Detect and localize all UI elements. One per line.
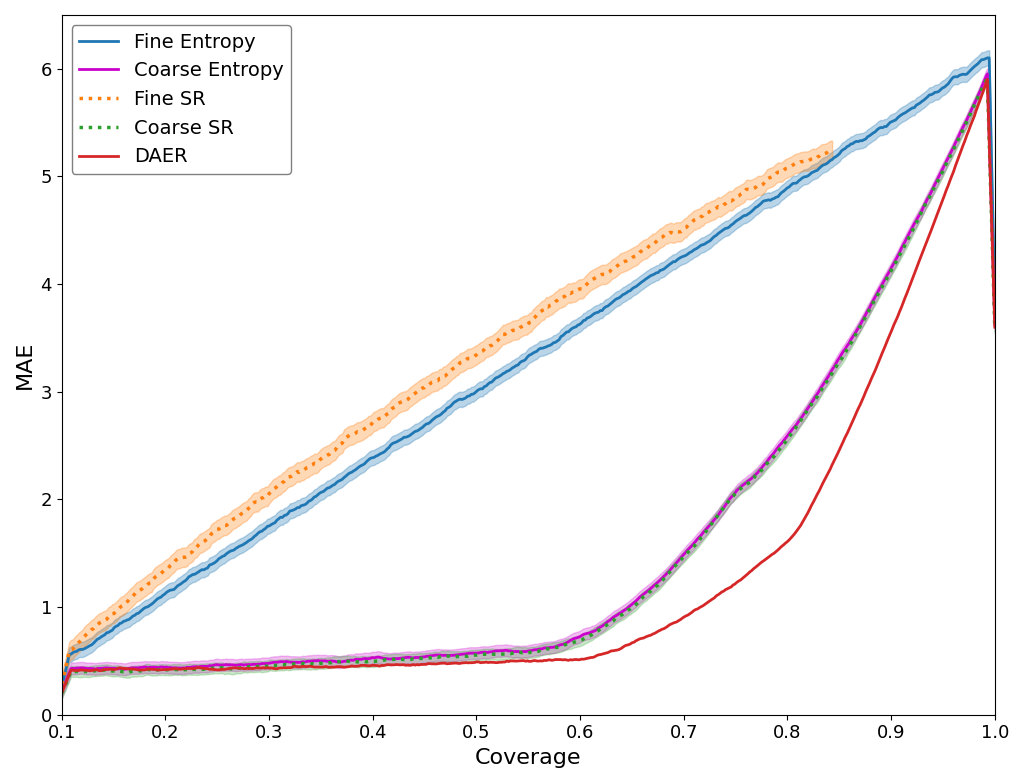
Line: Coarse Entropy: Coarse Entropy	[61, 74, 994, 691]
Fine SR	[55, 680, 68, 689]
DAER	[611, 645, 624, 655]
Coarse Entropy	[55, 687, 68, 696]
Coarse Entropy	[499, 646, 511, 655]
Fine SR	[505, 327, 517, 337]
DAER	[981, 74, 993, 84]
Fine Entropy	[560, 327, 572, 337]
DAER	[967, 116, 979, 125]
Coarse SR	[55, 689, 68, 698]
Coarse SR	[499, 649, 511, 659]
Coarse Entropy	[611, 611, 624, 620]
Coarse Entropy	[981, 69, 993, 78]
Fine Entropy	[499, 368, 511, 377]
Coarse SR	[988, 323, 1000, 333]
Line: Fine SR: Fine SR	[61, 150, 833, 684]
Coarse SR	[967, 104, 979, 114]
DAER	[820, 471, 833, 481]
Line: Coarse SR: Coarse SR	[61, 78, 994, 694]
Fine Entropy	[983, 53, 995, 63]
Line: DAER: DAER	[61, 79, 994, 693]
DAER	[988, 323, 1000, 332]
Coarse SR	[560, 640, 572, 649]
Coarse Entropy	[988, 320, 1000, 330]
Coarse SR	[505, 649, 517, 659]
Fine SR	[611, 262, 624, 271]
Fine Entropy	[967, 63, 979, 73]
DAER	[560, 655, 572, 665]
Y-axis label: MAE: MAE	[15, 341, 35, 389]
Fine Entropy	[611, 294, 624, 303]
Coarse SR	[981, 73, 993, 82]
Coarse Entropy	[967, 103, 979, 112]
Coarse SR	[611, 612, 624, 622]
Coarse SR	[820, 377, 833, 386]
DAER	[499, 657, 511, 666]
Fine Entropy	[55, 681, 68, 691]
DAER	[55, 688, 68, 698]
X-axis label: Coverage: Coverage	[475, 748, 582, 768]
Coarse Entropy	[505, 646, 517, 655]
Fine SR	[560, 290, 572, 299]
Legend: Fine Entropy, Coarse Entropy, Fine SR, Coarse SR, DAER: Fine Entropy, Coarse Entropy, Fine SR, C…	[72, 25, 291, 174]
DAER	[505, 656, 517, 666]
Fine Entropy	[820, 159, 833, 168]
Fine SR	[499, 330, 511, 339]
Line: Fine Entropy: Fine Entropy	[61, 58, 994, 686]
Coarse Entropy	[820, 374, 833, 384]
Fine SR	[820, 148, 833, 157]
Fine Entropy	[988, 299, 1000, 309]
Coarse Entropy	[560, 638, 572, 648]
Fine Entropy	[505, 365, 517, 374]
